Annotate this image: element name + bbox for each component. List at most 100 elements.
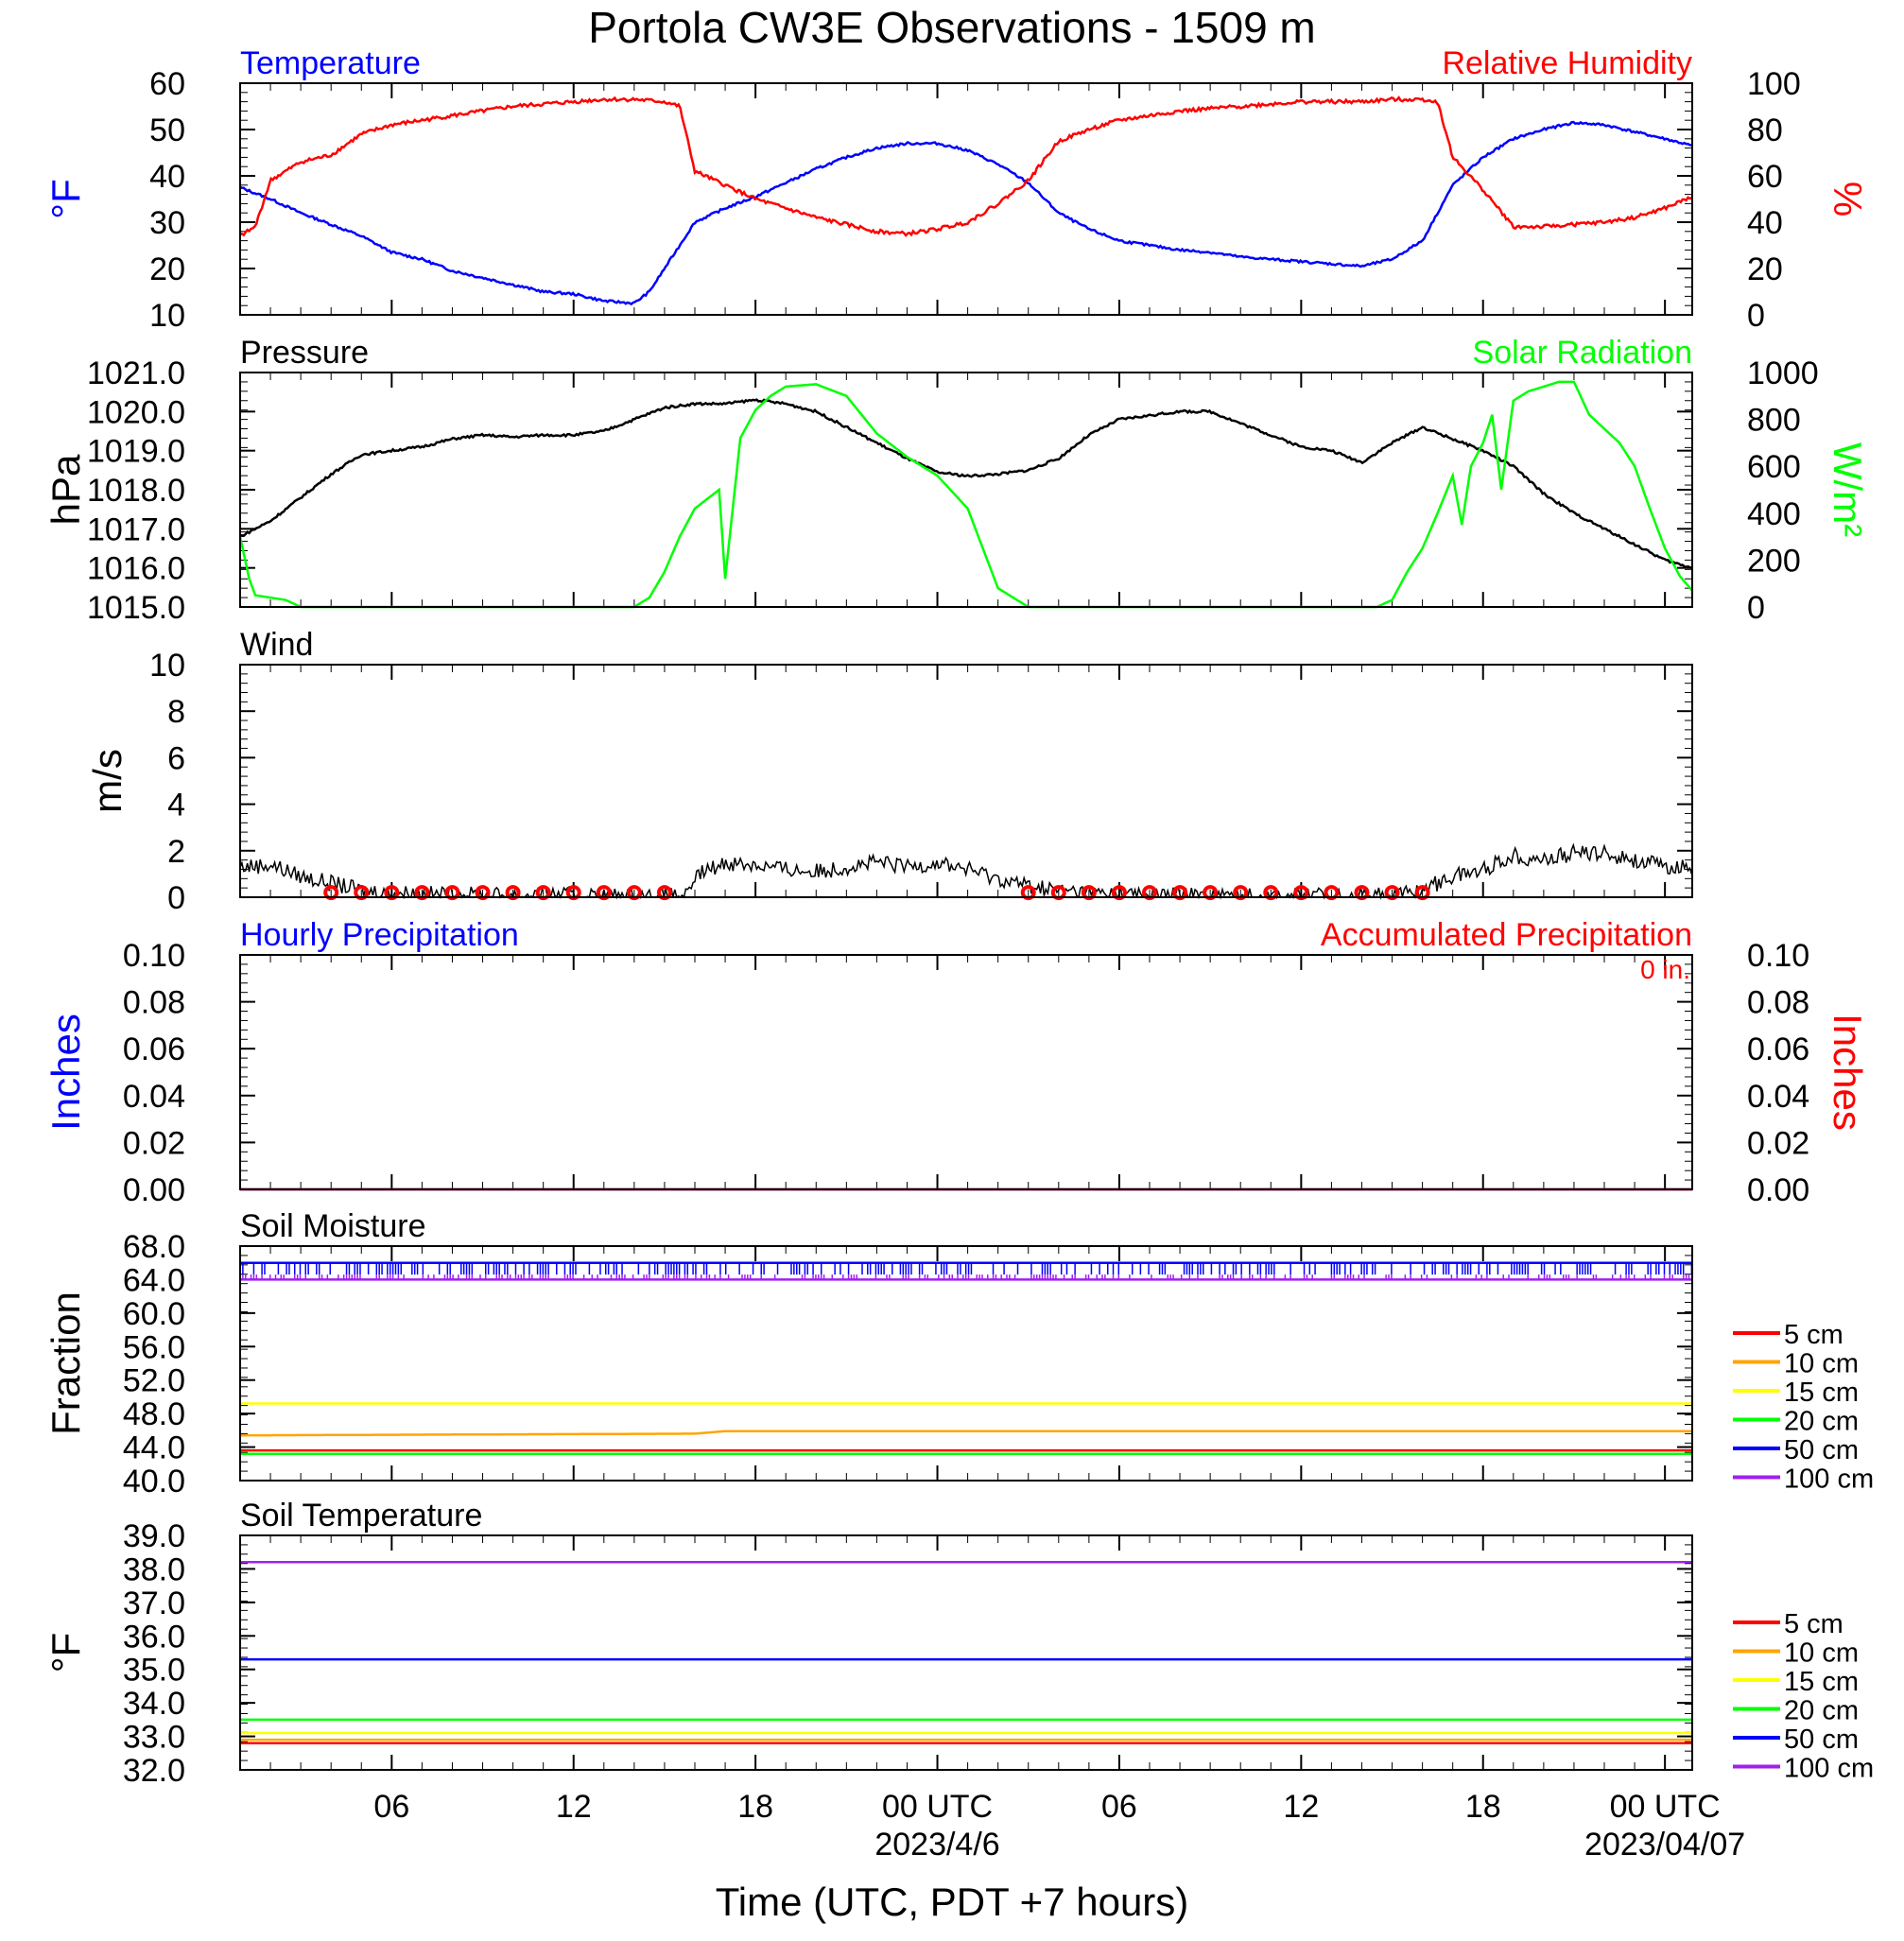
y-tick-label: 64.0 (123, 1262, 185, 1298)
y-right-tick-label: 0 (1747, 298, 1765, 334)
wind-calm-marker (1111, 885, 1127, 901)
y-tick-label: 0.02 (123, 1125, 185, 1161)
panel-precipitation: 0.00 0.02 0.04 0.06 0.08 0.10 0.00 0.02 0.04 0.06… (43, 917, 1870, 1208)
y-right-tick-label: 0.04 (1747, 1079, 1809, 1115)
wind-calm-marker (1324, 885, 1340, 901)
y-tick-label: 8 (167, 694, 185, 730)
series-line-solar-radiation (238, 380, 1693, 609)
y-right-tick-label: 40 (1747, 205, 1783, 241)
legend-label: 10 cm (1784, 1349, 1859, 1379)
y-right-axis-label: Inches (1826, 1014, 1870, 1131)
y-tick-label: 10 (149, 298, 185, 334)
wind-calm-marker (1142, 885, 1158, 901)
panel-wind: 0 2 4 6 8 10 Wind m/s (85, 627, 1693, 916)
x-date-label: 2023/4/6 (874, 1827, 999, 1863)
y-right-tick-label: 80 (1747, 113, 1783, 148)
chart-title: Portola CW3E Observations - 1509 m (588, 3, 1316, 52)
y-tick-label: 0.04 (123, 1079, 185, 1115)
x-tick-label: 18 (737, 1789, 773, 1825)
y-tick-label: 50 (149, 113, 185, 148)
wind-calm-marker (384, 885, 400, 901)
accumulated-total-label: 0 in. (1640, 955, 1690, 984)
y-tick-label: 35.0 (123, 1653, 185, 1689)
panel-right-title: Solar Radiation (1473, 335, 1692, 371)
y-tick-label: 60 (149, 66, 185, 102)
wind-calm-marker (1414, 885, 1430, 901)
wind-calm-marker (1172, 885, 1188, 901)
y-right-tick-label: 20 (1747, 251, 1783, 287)
y-tick-label: 0.10 (123, 938, 185, 974)
wind-calm-marker (475, 885, 491, 901)
panel-frame (239, 954, 1693, 1190)
y-axis-label: °F (43, 179, 88, 218)
y-axis-label: m/s (85, 749, 130, 813)
legend-label: 100 cm (1784, 1754, 1874, 1784)
panel-left-title: Soil Temperature (240, 1498, 482, 1534)
wind-calm-marker (1081, 885, 1097, 901)
panel-frame (239, 82, 1693, 316)
y-axis-label: Inches (43, 1014, 88, 1131)
y-axis-label: °F (43, 1633, 88, 1672)
y-tick-label: 6 (167, 740, 185, 776)
y-right-tick-label: 1000 (1747, 355, 1819, 391)
wind-calm-marker (656, 885, 672, 901)
wind-calm-marker (323, 885, 339, 901)
panel-right-title: Relative Humidity (1442, 45, 1692, 81)
legend-label: 100 cm (1784, 1464, 1874, 1495)
y-tick-label: 56.0 (123, 1329, 185, 1365)
y-tick-label: 0.00 (123, 1172, 185, 1208)
wind-calm-marker (535, 885, 551, 901)
y-tick-label: 2 (167, 834, 185, 870)
y-right-tick-label: 600 (1747, 449, 1801, 485)
y-tick-label: 33.0 (123, 1720, 185, 1756)
wind-calm-marker (1293, 885, 1309, 901)
wind-calm-marker (354, 885, 370, 901)
y-tick-label: 10 (149, 648, 185, 684)
y-tick-label: 0 (167, 880, 185, 916)
wind-calm-marker (414, 885, 430, 901)
legend-label: 50 cm (1784, 1724, 1859, 1755)
series-line-temperature (239, 120, 1692, 306)
x-tick-label: 00 UTC (1610, 1789, 1721, 1825)
y-tick-label: 1018.0 (87, 473, 185, 509)
y-right-axis-label: W/m² (1826, 442, 1870, 537)
y-right-tick-label: 0 (1747, 590, 1765, 626)
y-axis-label: Fraction (43, 1291, 88, 1435)
y-tick-label: 30 (149, 205, 185, 241)
y-tick-label: 1021.0 (87, 355, 185, 391)
wind-calm-marker (1354, 885, 1370, 901)
legend-label: 10 cm (1784, 1638, 1859, 1669)
y-tick-label: 32.0 (123, 1753, 185, 1789)
y-tick-label: 60.0 (123, 1296, 185, 1332)
legend-label: 20 cm (1784, 1696, 1859, 1726)
x-tick-label: 18 (1465, 1789, 1501, 1825)
wind-calm-marker (1050, 885, 1066, 901)
y-tick-label: 1020.0 (87, 394, 185, 430)
x-date-label: 2023/04/07 (1584, 1827, 1745, 1863)
y-right-tick-label: 0.06 (1747, 1031, 1809, 1067)
x-tick-label: 06 (1101, 1789, 1137, 1825)
y-tick-label: 1017.0 (87, 511, 185, 547)
y-tick-label: 44.0 (123, 1430, 185, 1466)
series-line-relative-humidity (239, 95, 1692, 237)
y-tick-label: 1019.0 (87, 434, 185, 470)
wind-calm-marker (1020, 885, 1036, 901)
x-axis-title: Time (UTC, PDT +7 hours) (715, 1880, 1189, 1924)
legend-label: 15 cm (1784, 1667, 1859, 1697)
y-tick-label: 38.0 (123, 1551, 185, 1587)
wind-calm-marker (444, 885, 460, 901)
wind-calm-marker (626, 885, 642, 901)
y-tick-label: 20 (149, 251, 185, 287)
wind-calm-marker (1384, 885, 1400, 901)
y-tick-label: 36.0 (123, 1619, 185, 1655)
panel-frame (239, 1245, 1693, 1482)
wind-calm-marker (596, 885, 612, 901)
legend-label: 5 cm (1784, 1320, 1843, 1350)
y-right-tick-label: 200 (1747, 543, 1801, 579)
y-tick-label: 1016.0 (87, 551, 185, 587)
legend-label: 15 cm (1784, 1378, 1859, 1408)
panel-frame (239, 1534, 1693, 1771)
panel-frame (239, 664, 1693, 898)
